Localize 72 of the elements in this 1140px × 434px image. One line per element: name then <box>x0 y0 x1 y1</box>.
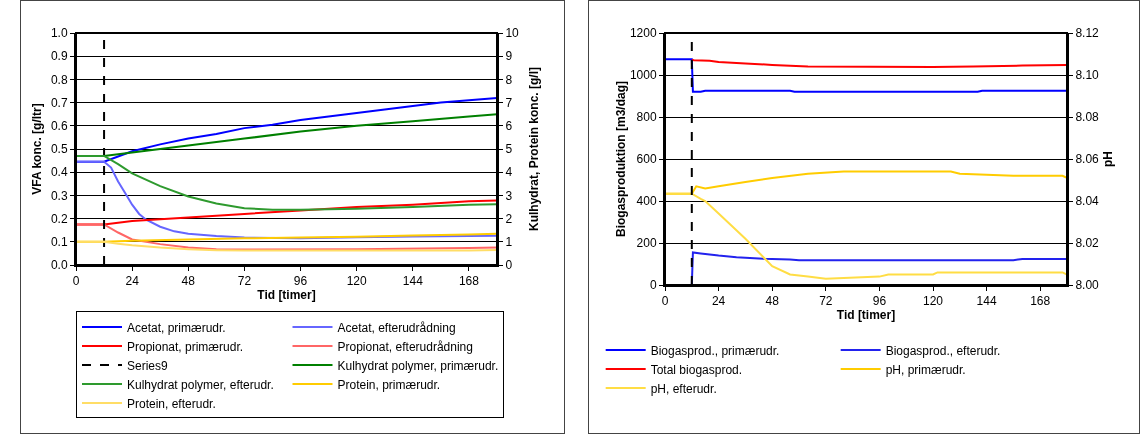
y-tick-label: 0.9 <box>50 49 68 64</box>
y2-tick-label: 2 <box>505 211 513 226</box>
x-tick-label: 168 <box>1030 294 1051 309</box>
x-tick-label: 0 <box>661 294 669 309</box>
y2-tick-label: 0 <box>505 258 513 273</box>
x-tick-label: 96 <box>293 274 308 289</box>
legend-label: Biogasprod., efterudr. <box>885 343 1001 358</box>
y-tick-label: 1000 <box>629 68 657 83</box>
y-tick-label: 0.2 <box>50 211 68 226</box>
x-tick-label: 24 <box>711 294 726 309</box>
y2-tick-label: 6 <box>505 119 513 133</box>
line-series <box>690 58 1067 69</box>
legend-label: Kulhydrat polymer, primærudr. <box>337 358 499 373</box>
y2-axis-title: pH <box>1101 151 1116 167</box>
legend-label: Acetat, efterudrådning <box>337 320 456 335</box>
y-tick-label: 0.6 <box>50 119 68 133</box>
y2-axis-title: Kulhydrat, Protein konc. [g/l] <box>527 66 541 232</box>
legend-label: Protein, efterudr. <box>127 396 216 411</box>
y-tick-label: 1200 <box>629 26 657 41</box>
y2-tick-label: 8.00 <box>1075 278 1100 293</box>
legend-label: Acetat, primærudr. <box>127 320 226 335</box>
y2-tick-label: 8.12 <box>1075 26 1100 41</box>
y2-tick-label: 8.04 <box>1075 194 1100 209</box>
y2-tick-label: 9 <box>505 49 513 64</box>
legend-label: Series9 <box>127 358 169 373</box>
y2-tick-label: 8 <box>505 72 513 87</box>
y2-tick-label: 10 <box>505 26 520 41</box>
x-tick-label: 120 <box>346 274 367 289</box>
y-tick-label: 0.8 <box>50 72 68 87</box>
legend-label: pH, efterudr. <box>650 381 717 396</box>
y-tick-label: 600 <box>636 152 657 167</box>
legend-label: Protein, primærudr. <box>337 377 441 392</box>
x-tick-label: 0 <box>72 274 80 289</box>
y-tick-label: 0.1 <box>50 235 68 249</box>
legend-label: Total biogasprod. <box>650 362 743 377</box>
y2-tick-label: 4 <box>505 165 513 180</box>
y-tick-label: 0.5 <box>50 142 68 157</box>
x-tick-label: 144 <box>402 274 424 289</box>
x-tick-label: 168 <box>458 274 480 289</box>
x-tick-label: 144 <box>976 294 997 309</box>
x-tick-label: 96 <box>872 294 887 309</box>
y-tick-label: 0.3 <box>50 188 68 203</box>
x-axis-title: Tid [timer] <box>257 288 316 303</box>
y-tick-label: 400 <box>636 194 657 209</box>
y-tick-label: 1.0 <box>50 26 68 41</box>
legend-label: Propionat, primærudr. <box>127 339 244 354</box>
y2-tick-label: 8.06 <box>1075 152 1100 167</box>
x-tick-label: 72 <box>237 274 252 289</box>
y-tick-label: 200 <box>636 236 657 251</box>
x-axis-title: Tid [timer] <box>836 308 896 323</box>
y-tick-label: 0.0 <box>50 258 68 273</box>
y2-tick-label: 8.10 <box>1075 68 1100 83</box>
x-tick-label: 120 <box>922 294 944 309</box>
y2-tick-label: 1 <box>505 235 513 249</box>
legend-label: Biogasprod., primærudr. <box>650 343 780 358</box>
x-tick-label: 72 <box>819 294 833 309</box>
y-tick-label: 0.7 <box>50 95 68 110</box>
x-tick-label: 24 <box>125 274 140 289</box>
x-tick-label: 48 <box>765 294 780 309</box>
legend-label: Kulhydrat polymer, efterudr. <box>127 377 274 392</box>
y2-tick-label: 8.02 <box>1075 236 1100 251</box>
y2-tick-label: 5 <box>505 142 513 157</box>
legend-label: pH, primærudr. <box>885 362 966 377</box>
y-tick-label: 0.4 <box>50 165 68 180</box>
y-axis-title: VFA konc. [g/ltr] <box>30 103 44 195</box>
x-tick-label: 48 <box>181 274 196 289</box>
y2-tick-label: 7 <box>505 95 513 110</box>
y2-tick-label: 8.08 <box>1075 110 1100 125</box>
y2-tick-label: 3 <box>505 188 513 203</box>
y-tick-label: 800 <box>636 110 657 125</box>
legend-label: Propionat, efterudrådning <box>337 339 473 354</box>
y-axis-title: Biogasproduktion [m3/dag] <box>613 81 628 237</box>
